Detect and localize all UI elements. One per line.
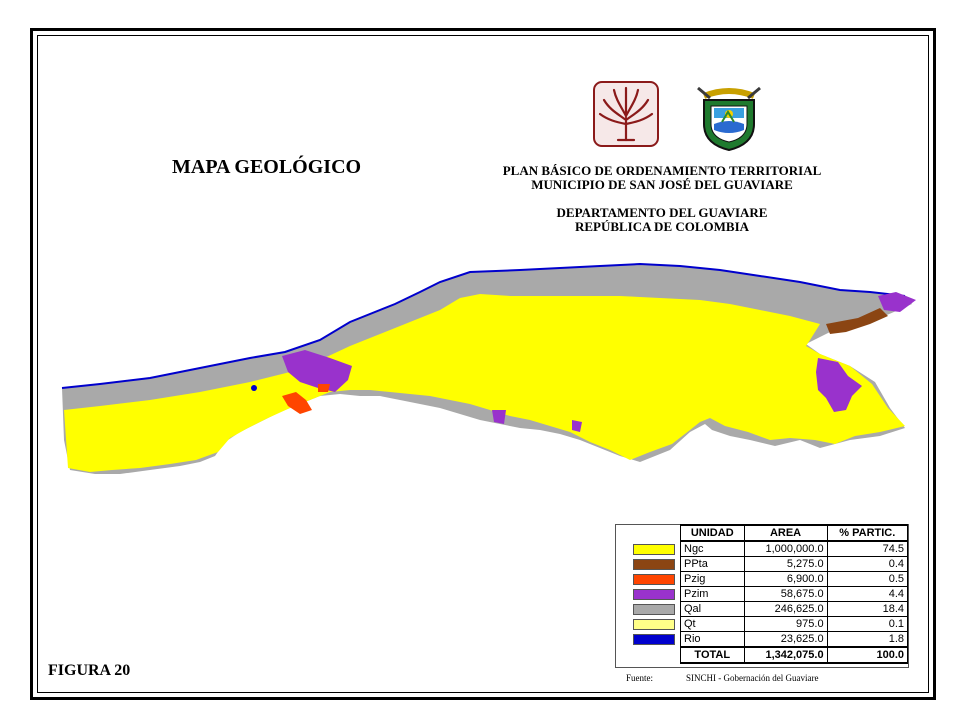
legend-row: Rio 23,625.0 1.8 — [680, 631, 909, 648]
unit-cell: Ngc — [680, 540, 745, 557]
legend-row: PPta 5,275.0 0.4 — [680, 556, 909, 572]
area-cell: 6,900.0 — [743, 571, 828, 587]
pzim-purple-zone-northeast — [878, 292, 916, 312]
swatch-pzig — [633, 574, 675, 585]
legend-row: Qal 246,625.0 18.4 — [680, 601, 909, 617]
unit-cell: Pzim — [680, 586, 745, 602]
legend-row: Ngc 1,000,000.0 74.5 — [680, 540, 909, 557]
header-plan: PLAN BÁSICO DE ORDENAMIENTO TERRITORIAL — [502, 163, 822, 178]
total-pct: 100.0 — [826, 646, 909, 664]
pzim-purple-zone-west — [282, 350, 352, 392]
area-cell: 5,275.0 — [743, 556, 828, 572]
header-area: AREA — [743, 524, 828, 542]
header-municipio: MUNICIPIO DE SAN JOSÉ DEL GUAVIARE — [531, 177, 793, 192]
figure-label: FIGURA 20 — [48, 662, 131, 679]
area-cell: 58,675.0 — [743, 586, 828, 602]
swatch-ppta — [633, 559, 675, 570]
pzig-orange-zone — [282, 392, 312, 414]
source-text: SINCHI - Gobernación del Guaviare — [686, 673, 819, 683]
rio-lagoon — [251, 385, 257, 391]
pzig-orange-zone-small — [318, 384, 330, 392]
area-cell: 1,000,000.0 — [743, 540, 828, 557]
header-particion: % PARTIC. — [826, 524, 909, 542]
pct-cell: 0.4 — [826, 556, 909, 572]
unit-cell: PPta — [680, 556, 745, 572]
swatch-qt — [633, 619, 675, 630]
area-cell: 23,625.0 — [743, 631, 828, 648]
pct-cell: 0.5 — [826, 571, 909, 587]
area-cell: 975.0 — [743, 616, 828, 632]
rio-river-line — [61, 262, 906, 389]
pct-cell: 1.8 — [826, 631, 909, 648]
pct-cell: 0.1 — [826, 616, 909, 632]
unit-cell: Rio — [680, 631, 745, 648]
map-title: MAPA GEOLÓGICO — [172, 156, 362, 178]
legend-row: Pzim 58,675.0 4.4 — [680, 586, 909, 602]
total-area: 1,342,075.0 — [743, 646, 828, 664]
pzim-purple-zone-east — [816, 358, 862, 412]
sinchi-tree-logo — [593, 81, 659, 147]
pct-cell: 4.4 — [826, 586, 909, 602]
unit-cell: Qt — [680, 616, 745, 632]
unit-cell: Qal — [680, 601, 745, 617]
legend-total-row: TOTAL 1,342,075.0 100.0 — [680, 646, 909, 664]
pct-cell: 74.5 — [826, 540, 909, 557]
header-unidad: UNIDAD — [680, 524, 745, 542]
pzim-purple-zone-small1 — [492, 410, 506, 424]
swatch-qal — [633, 604, 675, 615]
inner-frame — [37, 35, 929, 693]
outer-frame — [30, 28, 936, 700]
unit-cell: Pzig — [680, 571, 745, 587]
ngc-yellow-zone — [64, 294, 905, 472]
swatch-rio — [633, 634, 675, 645]
source-label: Fuente: — [626, 673, 653, 683]
swatch-ngc — [633, 544, 675, 555]
legend-swatches — [615, 524, 679, 668]
area-cell: 246,625.0 — [743, 601, 828, 617]
pzim-purple-zone-small2 — [572, 420, 582, 432]
swatch-pzim — [633, 589, 675, 600]
header-republica: REPÚBLICA DE COLOMBIA — [574, 219, 750, 234]
header-departamento: DEPARTAMENTO DEL GUAVIARE — [556, 205, 768, 220]
pct-cell: 18.4 — [826, 601, 909, 617]
legend-row: Pzig 6,900.0 0.5 — [680, 571, 909, 587]
total-label: TOTAL — [680, 646, 745, 664]
legend-table: UNIDAD AREA % PARTIC. Ngc 1,000,000.0 74… — [680, 524, 909, 664]
legend-row: Qt 975.0 0.1 — [680, 616, 909, 632]
ppta-brown-zone — [826, 308, 888, 334]
legend-header-row: UNIDAD AREA % PARTIC. — [680, 524, 909, 542]
guaviare-coat-of-arms-logo — [697, 86, 761, 152]
